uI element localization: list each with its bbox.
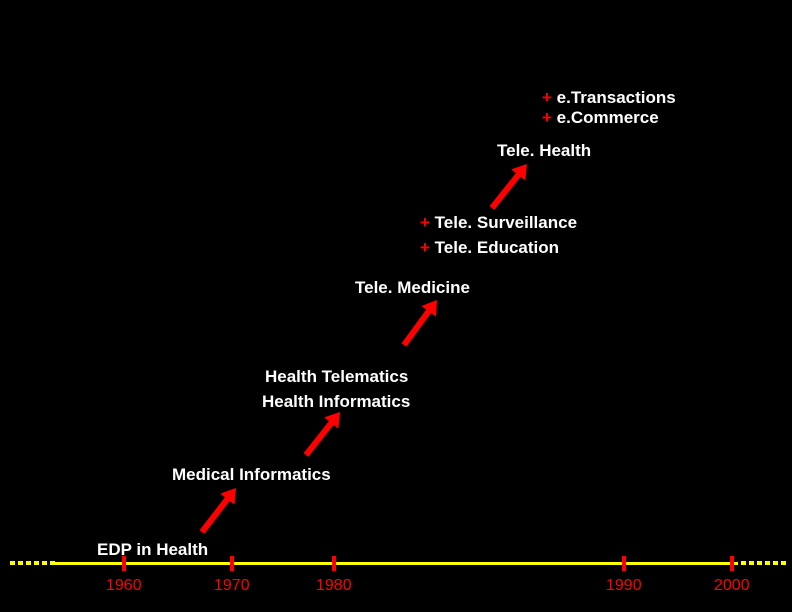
arrow2 bbox=[286, 392, 360, 475]
timeline-axis bbox=[54, 562, 738, 565]
label-teleeducation: + Tele. Education bbox=[420, 238, 559, 258]
year-label-2000: 2000 bbox=[714, 577, 750, 595]
axis-tick-1990 bbox=[622, 556, 626, 571]
label-text-ecommerce: e.Commerce bbox=[557, 108, 659, 127]
plus-icon: + bbox=[542, 108, 557, 127]
plus-icon: + bbox=[420, 213, 435, 232]
label-text-etransactions: e.Transactions bbox=[557, 88, 676, 107]
axis-tick-2000 bbox=[730, 556, 734, 571]
plus-icon: + bbox=[420, 238, 435, 257]
axis-tick-1980 bbox=[332, 556, 336, 571]
year-label-1960: 1960 bbox=[106, 577, 142, 595]
axis-dash-right bbox=[741, 561, 786, 565]
year-label-1970: 1970 bbox=[214, 577, 250, 595]
arrow4 bbox=[472, 144, 547, 228]
year-label-1990: 1990 bbox=[606, 577, 642, 595]
plus-icon: + bbox=[542, 88, 557, 107]
label-etransactions: + e.Transactions bbox=[542, 88, 676, 108]
axis-tick-1970 bbox=[230, 556, 234, 571]
arrow1 bbox=[182, 468, 256, 552]
year-label-1980: 1980 bbox=[316, 577, 352, 595]
label-ecommerce: + e.Commerce bbox=[542, 108, 659, 128]
arrow3 bbox=[384, 280, 457, 365]
axis-dash-left bbox=[10, 561, 55, 565]
label-healthtelematics: Health Telematics bbox=[265, 367, 408, 387]
label-text-healthtelematics: Health Telematics bbox=[265, 367, 408, 386]
label-text-teleeducation: Tele. Education bbox=[435, 238, 559, 257]
axis-tick-1960 bbox=[122, 556, 126, 571]
